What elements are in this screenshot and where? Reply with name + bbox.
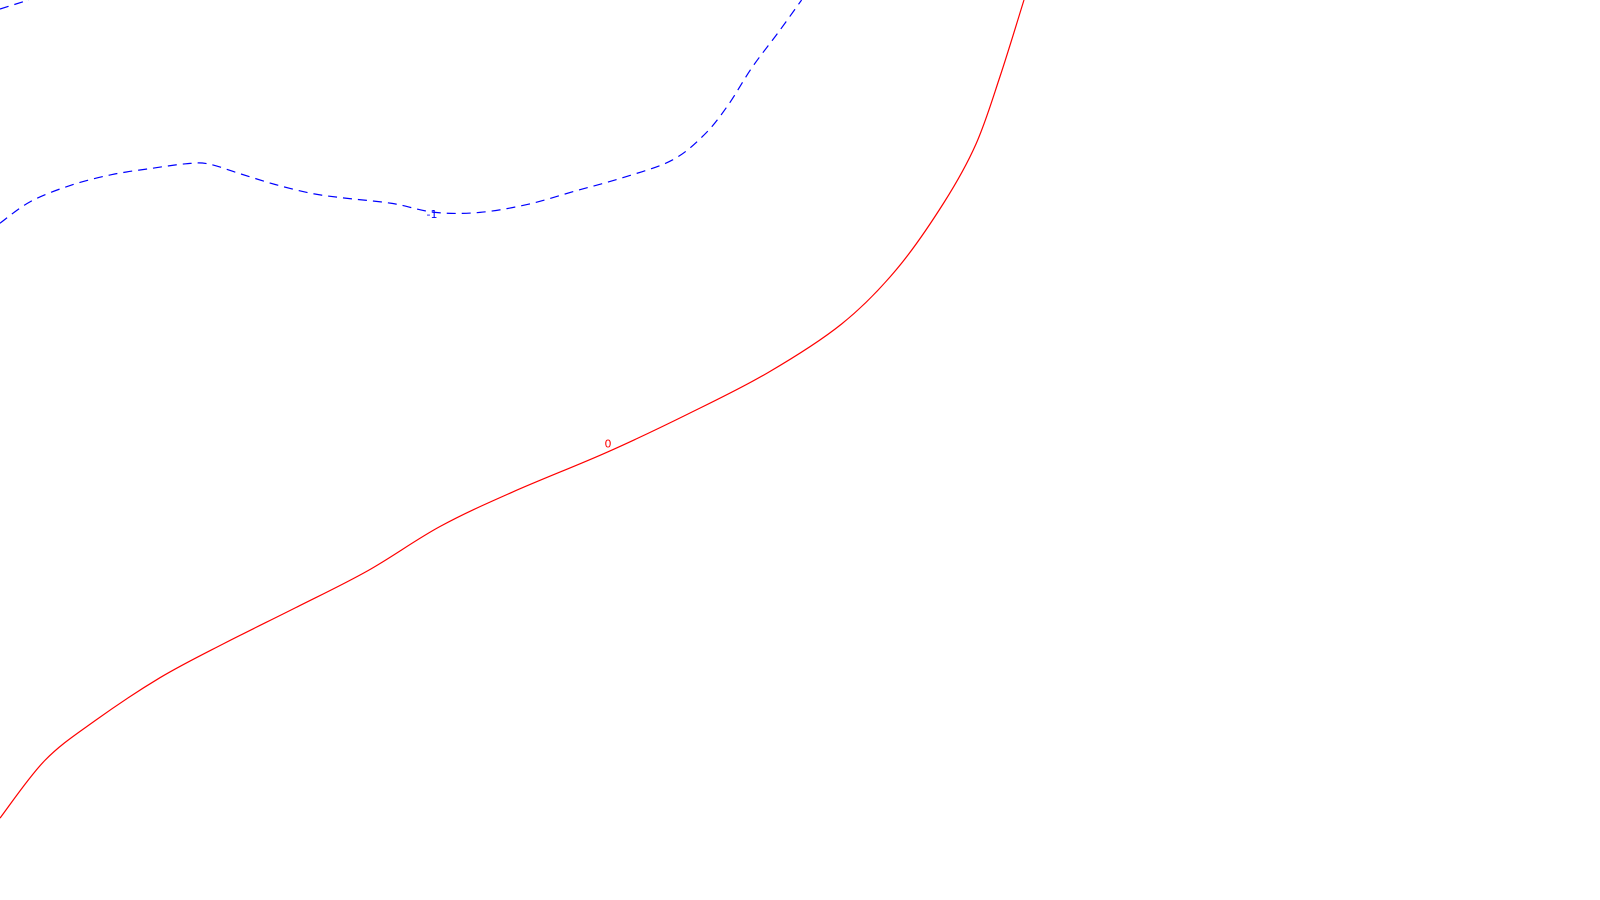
contour-layer: -1 0 <box>0 0 1025 819</box>
contour-line-level-neg1-1 <box>0 0 29 10</box>
contour-line-level-neg1-0 <box>0 0 803 224</box>
contour-label-neg1: -1 <box>427 208 438 221</box>
contour-line-level-0-2 <box>0 0 1025 819</box>
contour-label-0: 0 <box>605 438 612 451</box>
